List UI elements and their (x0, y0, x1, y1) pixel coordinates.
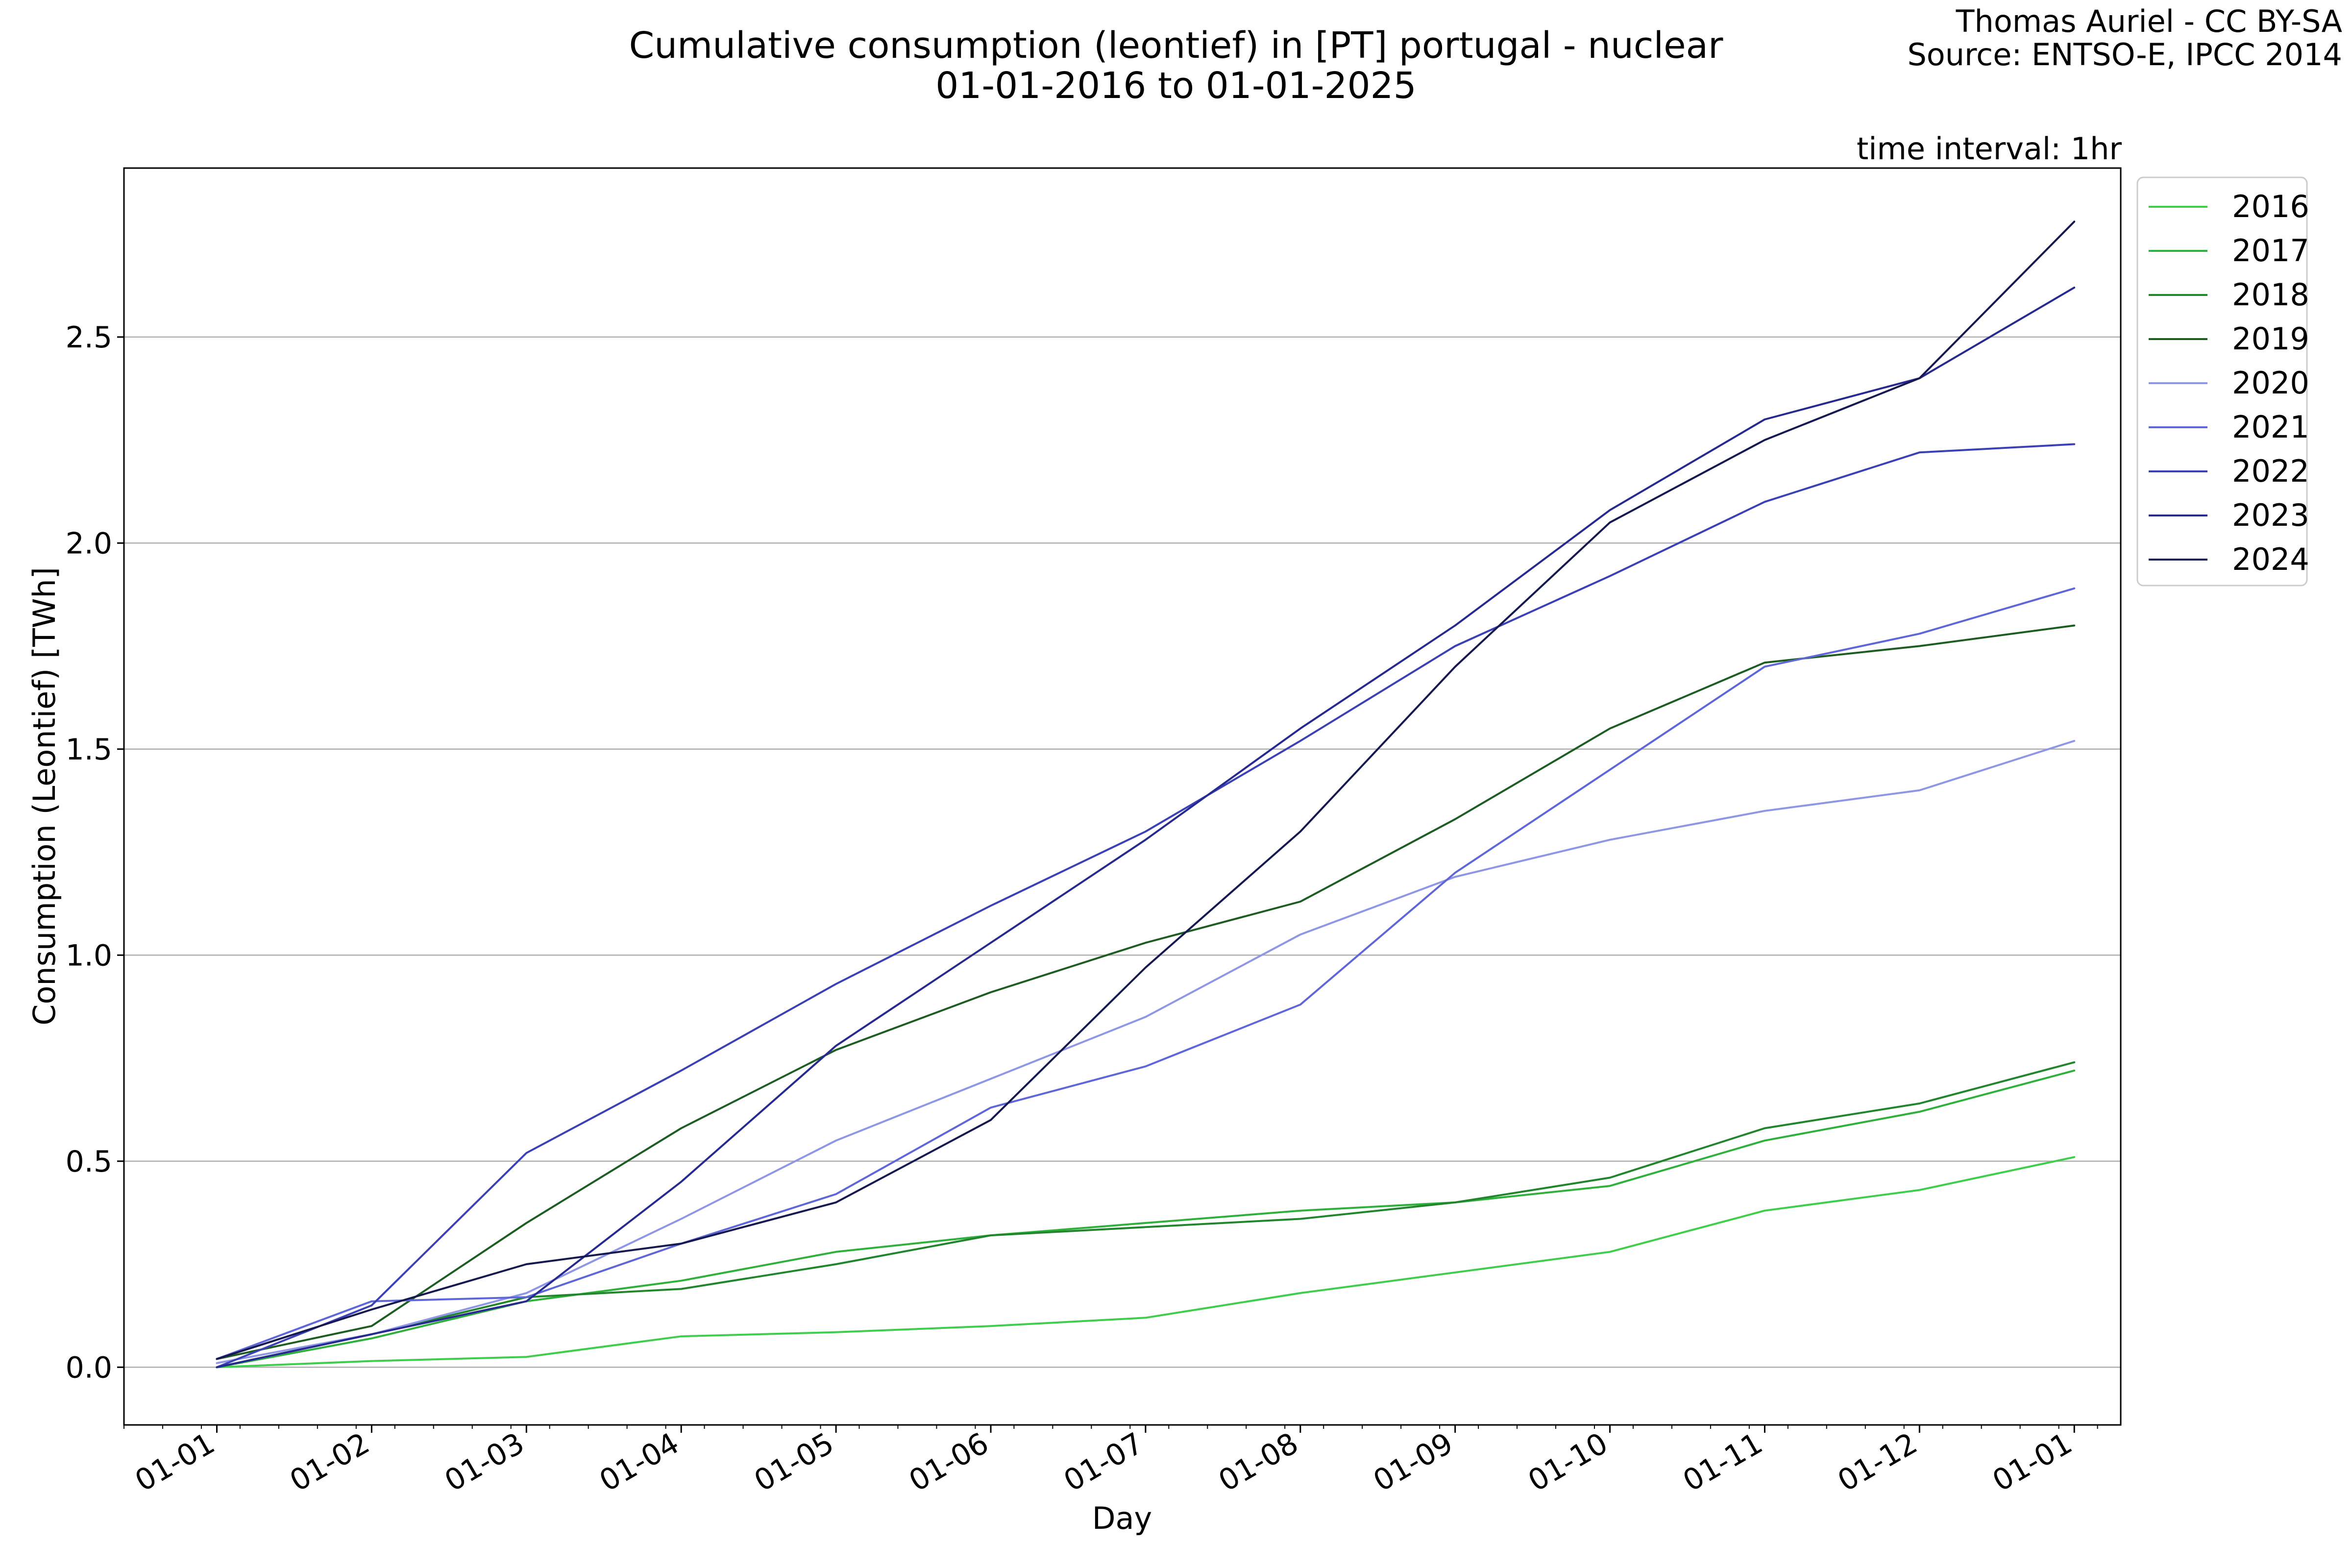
series-line-2017 (216, 1069, 2076, 1369)
series-line-2021 (216, 587, 2076, 1360)
credit-source: Source: ENTSO-E, IPCC 2014 (1907, 37, 2342, 73)
x-tick-label: 01-12 (1832, 1426, 1923, 1498)
legend-label: 2024 (2232, 541, 2309, 577)
x-tick-label: 01-01 (1987, 1426, 2078, 1498)
series-line-2022 (216, 443, 2076, 1369)
series-line-2020 (216, 740, 2076, 1364)
x-tick-label: 01-04 (594, 1426, 685, 1498)
y-tick-label: 1.0 (66, 938, 112, 973)
y-axis-label: Consumption (Leontief) [TWh] (26, 567, 62, 1026)
x-tick-label: 01-11 (1677, 1426, 1768, 1498)
y-tick-label: 1.5 (66, 733, 112, 767)
y-axis-ticks: 0.0 0.5 1.0 1.5 2.0 2.5 (66, 320, 124, 1385)
legend-label: 2021 (2232, 409, 2309, 445)
x-tick-label: 01-07 (1058, 1426, 1149, 1498)
x-tick-label: 01-05 (749, 1426, 840, 1498)
series-line-2023 (216, 286, 2076, 1369)
x-tick-label: 01-02 (284, 1426, 375, 1498)
y-tick-label: 2.5 (66, 320, 112, 355)
legend-label: 2018 (2232, 277, 2309, 313)
x-tick-label: 01-09 (1368, 1426, 1459, 1498)
series-line-2018 (216, 1061, 2076, 1369)
legend-label: 2022 (2232, 453, 2309, 489)
legend-label: 2016 (2232, 189, 2309, 224)
chart-subtitle: 01-01-2016 to 01-01-2025 (935, 65, 1416, 107)
series-line-2024 (216, 220, 2076, 1360)
y-tick-label: 0.0 (66, 1350, 112, 1385)
legend-label: 2019 (2232, 321, 2309, 357)
x-tick-label: 01-01 (129, 1426, 220, 1498)
series-line-2019 (216, 624, 2076, 1360)
time-interval-annotation: time interval: 1hr (1857, 131, 2122, 167)
series-lines (216, 220, 2076, 1369)
plot-frame (123, 167, 2122, 1426)
y-grid (124, 336, 2121, 1368)
legend-label: 2017 (2232, 233, 2309, 269)
x-axis-ticks: 01-01 01-02 01-03 01-04 01-05 01-06 01-07 01-08… (123, 1425, 2098, 1498)
legend-label: 2023 (2232, 497, 2309, 533)
legend-frame (2136, 176, 2308, 587)
x-axis-label: Day (1092, 1500, 1152, 1536)
x-tick-label: 01-03 (439, 1426, 530, 1498)
series-line-2016 (216, 1156, 2076, 1369)
chart-title: Cumulative consumption (leontief) in [PT… (629, 24, 1723, 67)
y-tick-label: 0.5 (66, 1145, 112, 1179)
x-tick-label: 01-08 (1213, 1426, 1304, 1498)
y-tick-label: 2.0 (66, 526, 112, 561)
x-tick-label: 01-10 (1522, 1426, 1614, 1498)
legend: 2016 2017 2018 2019 2020 2021 2022 2023 2024 (2136, 176, 2309, 587)
legend-label: 2020 (2232, 365, 2309, 401)
credit-author: Thomas Auriel - CC BY-SA (1956, 3, 2342, 39)
x-tick-label: 01-06 (903, 1426, 994, 1498)
